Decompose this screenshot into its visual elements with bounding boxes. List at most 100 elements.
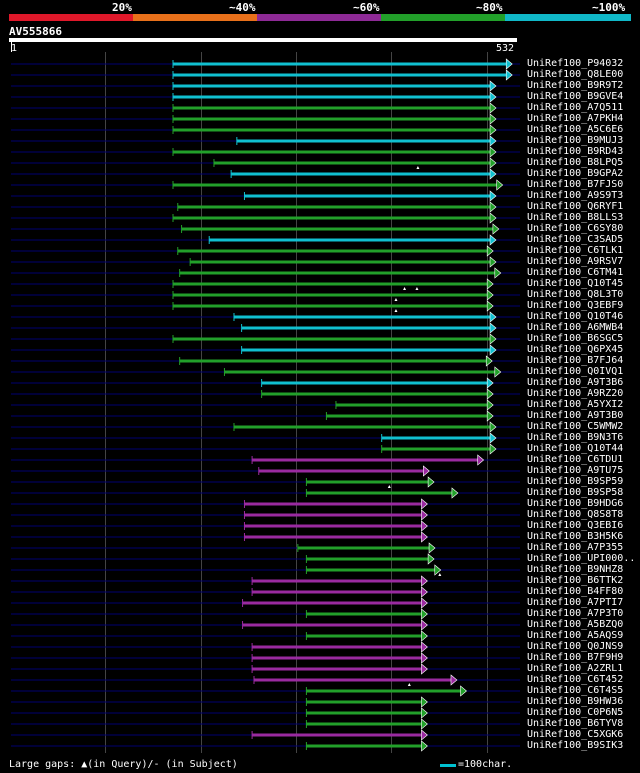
hit-label[interactable]: UniRef100_B9NHZ8 [527, 564, 624, 575]
hit-label[interactable]: UniRef100_B6TYV8 [527, 718, 624, 729]
hit-alignment[interactable] [11, 377, 520, 389]
hit-alignment[interactable] [11, 300, 520, 312]
hit-label[interactable]: UniRef100_B7F9H9 [527, 652, 624, 663]
hit-label[interactable]: UniRef100_Q8L3T0 [527, 289, 624, 300]
hit-alignment[interactable] [11, 608, 520, 620]
hit-alignment[interactable] [11, 597, 520, 609]
hit-alignment[interactable] [11, 333, 520, 345]
hit-alignment[interactable] [11, 388, 520, 400]
hit-label[interactable]: UniRef100_B9HDG6 [527, 498, 624, 509]
hit-alignment[interactable] [11, 575, 520, 587]
hit-label[interactable]: UniRef100_Q10T46 [527, 311, 624, 322]
hit-label[interactable]: UniRef100_Q6RYF1 [527, 201, 624, 212]
hit-label[interactable]: UniRef100_C5WMW2 [527, 421, 624, 432]
hit-label[interactable]: UniRef100_A9T3B0 [527, 410, 624, 421]
hit-alignment[interactable] [11, 322, 520, 334]
hit-label[interactable]: UniRef100_A5YXI2 [527, 399, 624, 410]
hit-label[interactable]: UniRef100_A2ZRL1 [527, 663, 624, 674]
hit-alignment[interactable] [11, 740, 520, 752]
hit-alignment[interactable] [11, 685, 520, 697]
hit-alignment[interactable] [11, 179, 520, 191]
hit-alignment[interactable] [11, 366, 520, 378]
hit-label[interactable]: UniRef100_A5AQS9 [527, 630, 624, 641]
hit-label[interactable]: UniRef100_B9MUJ3 [527, 135, 624, 146]
hit-alignment[interactable] [11, 465, 520, 477]
hit-alignment[interactable] [11, 311, 520, 323]
hit-alignment[interactable] [11, 553, 520, 565]
hit-label[interactable]: UniRef100_Q3EBI6 [527, 520, 624, 531]
hit-label[interactable]: UniRef100_B9SP58 [527, 487, 624, 498]
hit-alignment[interactable] [11, 69, 520, 81]
hit-label[interactable]: UniRef100_UPI000.. [527, 553, 636, 564]
hit-label[interactable]: UniRef100_Q0JNS9 [527, 641, 624, 652]
hit-label[interactable]: UniRef100_C6TDU1 [527, 454, 624, 465]
hit-alignment[interactable] [11, 135, 520, 147]
hit-label[interactable]: UniRef100_A5BZQ0 [527, 619, 624, 630]
hit-label[interactable]: UniRef100_C6TLK1 [527, 245, 624, 256]
hit-alignment[interactable] [11, 58, 520, 70]
hit-alignment[interactable] [11, 421, 520, 433]
hit-label[interactable]: UniRef100_A7PKH4 [527, 113, 624, 124]
hit-alignment[interactable] [11, 212, 520, 224]
hit-alignment[interactable] [11, 234, 520, 246]
hit-alignment[interactable] [11, 498, 520, 510]
hit-label[interactable]: UniRef100_Q8S8T8 [527, 509, 624, 520]
hit-alignment[interactable] [11, 641, 520, 653]
hit-alignment[interactable] [11, 91, 520, 103]
hit-label[interactable]: UniRef100_B8LPQ5 [527, 157, 624, 168]
hit-alignment[interactable] [11, 619, 520, 631]
hit-alignment[interactable] [11, 476, 520, 488]
hit-label[interactable]: UniRef100_A6MWB4 [527, 322, 624, 333]
hit-alignment[interactable] [11, 124, 520, 136]
hit-alignment[interactable] [11, 652, 520, 664]
hit-alignment[interactable] [11, 729, 520, 741]
hit-alignment[interactable] [11, 223, 520, 235]
hit-alignment[interactable] [11, 509, 520, 521]
hit-alignment[interactable] [11, 344, 520, 356]
hit-label[interactable]: UniRef100_Q6PX45 [527, 344, 624, 355]
hit-alignment[interactable] [11, 443, 520, 455]
hit-label[interactable]: UniRef100_B9N3T6 [527, 432, 624, 443]
hit-label[interactable]: UniRef100_B6SGC5 [527, 333, 624, 344]
hit-label[interactable]: UniRef100_B3H5K6 [527, 531, 624, 542]
hit-label[interactable]: UniRef100_B9SP59 [527, 476, 624, 487]
hit-label[interactable]: UniRef100_A9RSV7 [527, 256, 624, 267]
hit-label[interactable]: UniRef100_Q0IVQ1 [527, 366, 624, 377]
hit-label[interactable]: UniRef100_B9GPA2 [527, 168, 624, 179]
hit-label[interactable]: UniRef100_C6T452 [527, 674, 624, 685]
hit-alignment[interactable] [11, 168, 520, 180]
hit-label[interactable]: UniRef100_B9RD43 [527, 146, 624, 157]
hit-label[interactable]: UniRef100_B6TTK2 [527, 575, 624, 586]
hit-alignment[interactable] [11, 542, 520, 554]
hit-label[interactable]: UniRef100_Q8LE00 [527, 69, 624, 80]
hit-label[interactable]: UniRef100_A9S9T3 [527, 190, 624, 201]
hit-label[interactable]: UniRef100_Q3EBF9 [527, 300, 624, 311]
hit-alignment[interactable] [11, 718, 520, 730]
hit-label[interactable]: UniRef100_A5C6E6 [527, 124, 624, 135]
hit-alignment[interactable] [11, 157, 520, 169]
hit-alignment[interactable] [11, 146, 520, 158]
hit-label[interactable]: UniRef100_A9TU75 [527, 465, 624, 476]
hit-label[interactable]: UniRef100_B4FF80 [527, 586, 624, 597]
hit-label[interactable]: UniRef100_B7FJ64 [527, 355, 624, 366]
hit-label[interactable]: UniRef100_Q10T45 [527, 278, 624, 289]
hit-alignment[interactable] [11, 256, 520, 268]
hit-label[interactable]: UniRef100_C6T4S5 [527, 685, 624, 696]
hit-label[interactable]: UniRef100_B8LLS3 [527, 212, 624, 223]
hit-alignment[interactable] [11, 278, 520, 290]
hit-label[interactable]: UniRef100_P94032 [527, 58, 624, 69]
hit-alignment[interactable] [11, 102, 520, 114]
hit-label[interactable]: UniRef100_B9SIK3 [527, 740, 624, 751]
hit-label[interactable]: UniRef100_A7PTI7 [527, 597, 624, 608]
hit-label[interactable]: UniRef100_C6TM41 [527, 267, 624, 278]
hit-label[interactable]: UniRef100_B9HW36 [527, 696, 624, 707]
hit-label[interactable]: UniRef100_C5XGK6 [527, 729, 624, 740]
hit-alignment[interactable] [11, 696, 520, 708]
hit-label[interactable]: UniRef100_B9R9T2 [527, 80, 624, 91]
hit-label[interactable]: UniRef100_C3SAD5 [527, 234, 624, 245]
hit-alignment[interactable] [11, 586, 520, 598]
hit-alignment[interactable] [11, 190, 520, 202]
hit-alignment[interactable] [11, 289, 520, 301]
hit-alignment[interactable] [11, 399, 520, 411]
hit-alignment[interactable] [11, 267, 520, 279]
